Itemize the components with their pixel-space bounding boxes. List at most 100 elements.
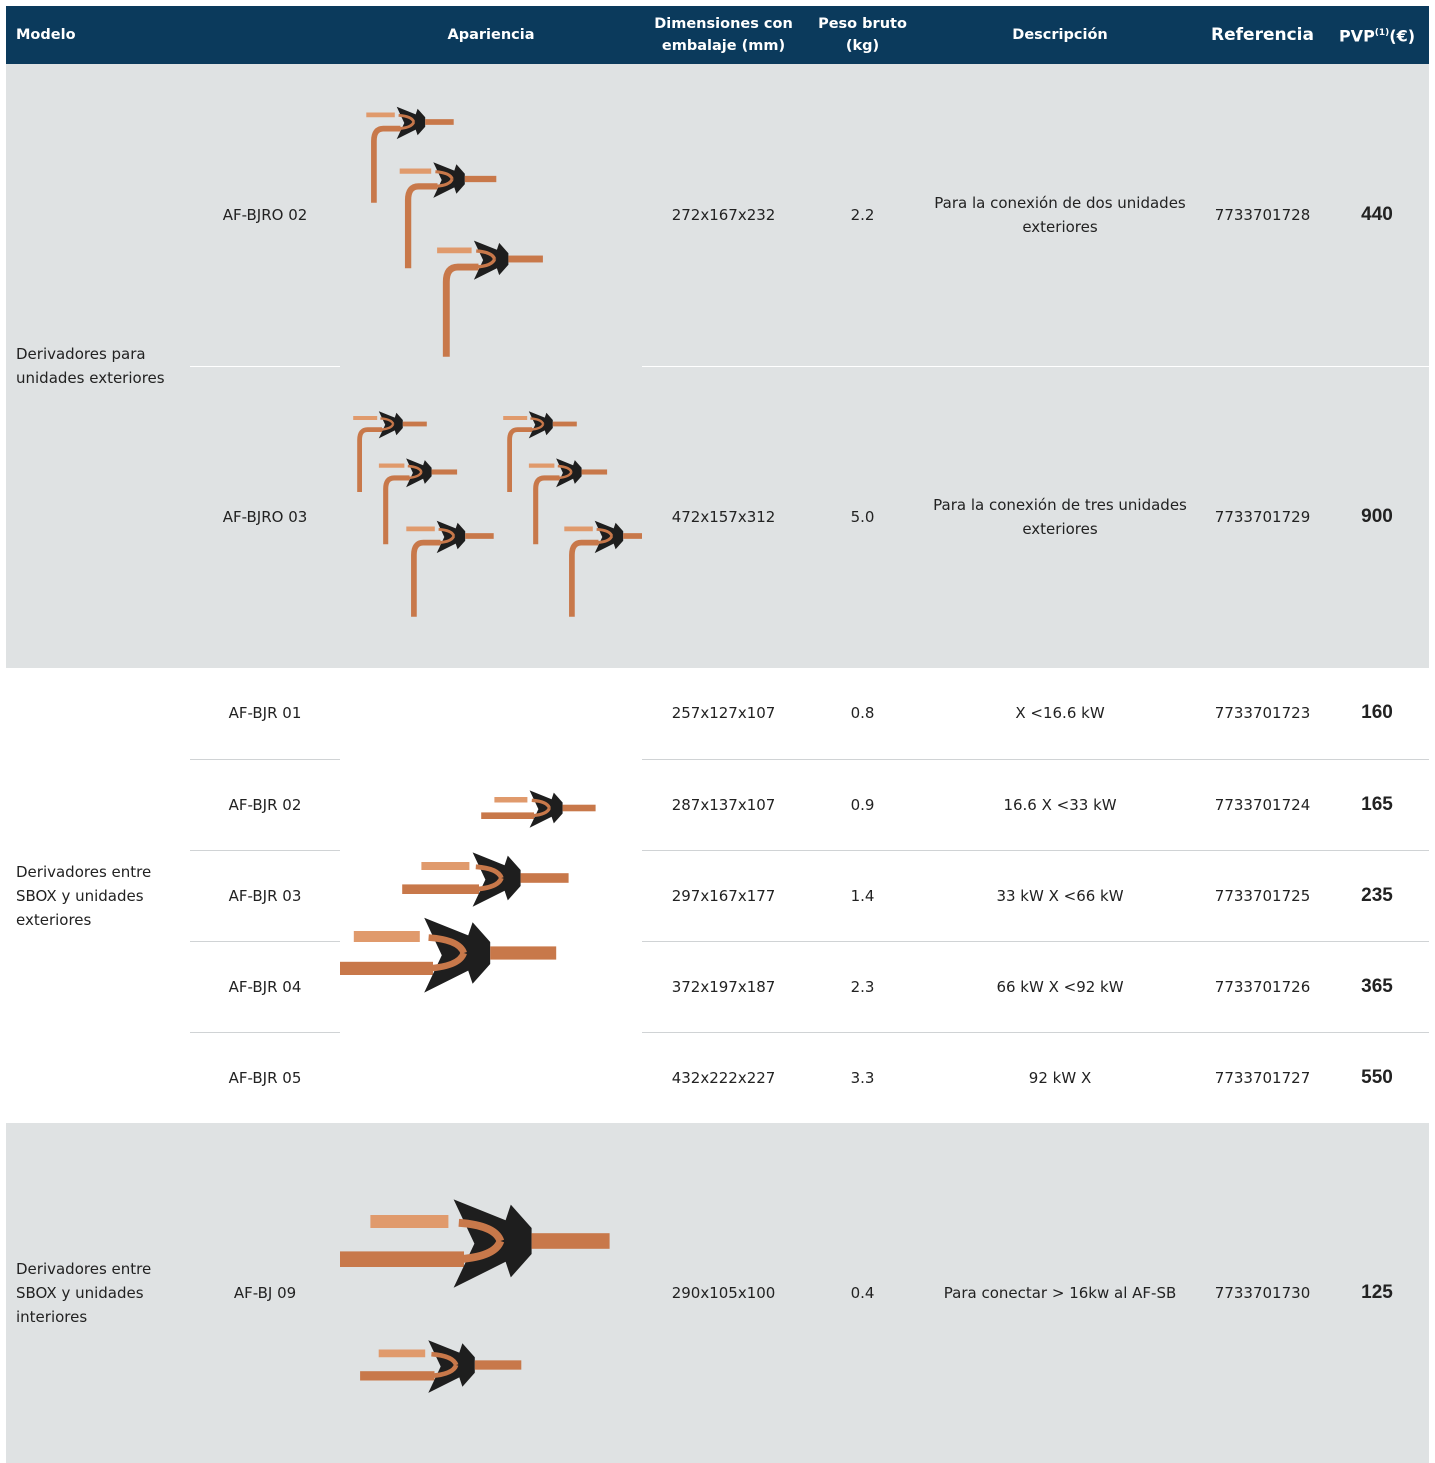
pipe (564, 526, 593, 532)
joint-body (378, 411, 403, 439)
reference: 7733701727 (1200, 1031, 1326, 1123)
dimensions: 372x197x187 (642, 940, 806, 1032)
header-text: (€) (1389, 26, 1416, 46)
pipe (407, 464, 423, 480)
pipe (623, 533, 643, 539)
pipe (508, 255, 543, 263)
header-cell: Dimensiones con embalaje (mm) (642, 6, 806, 64)
pipe (402, 421, 427, 427)
product-image (366, 106, 543, 357)
table-row: AF-BJR 03 297x167x177 1.4 33 kW X <66 kW 773… (6, 849, 1430, 941)
product-image (353, 411, 643, 617)
fitting (406, 520, 494, 617)
joint-body (556, 458, 582, 488)
pipe (476, 249, 497, 269)
dimensions: 290x105x100 (642, 1123, 806, 1463)
pipe (442, 263, 479, 357)
table-row: Derivadores para unidades exteriores AF-B… (6, 64, 1430, 668)
pipe (562, 804, 596, 812)
header-row: Modelo Apariencia Dimensiones con embala… (6, 6, 1430, 64)
pipe (378, 1349, 426, 1358)
pipe (366, 112, 395, 118)
fitting (340, 917, 557, 993)
pipe (398, 113, 416, 131)
product-image (340, 1199, 610, 1393)
price: 550 (1325, 1031, 1430, 1123)
fitting (378, 458, 458, 545)
pipe (380, 417, 395, 431)
table-row: AF-BJR 04 372x197x187 2.3 66 kW X <92 kW 773… (6, 940, 1430, 1032)
appearance (340, 64, 643, 366)
pipe (404, 183, 438, 269)
reference: 7733701730 (1200, 1123, 1326, 1463)
joint-body (406, 458, 432, 488)
dimensions: 432x222x227 (642, 1031, 806, 1123)
pipe (428, 934, 467, 972)
pipe (569, 539, 599, 617)
pipe (383, 475, 410, 545)
weight: 0.8 (850, 704, 875, 723)
joint-body (529, 790, 563, 828)
pipe (353, 416, 378, 420)
price: 125 (1325, 1123, 1430, 1463)
price: 440 (1325, 64, 1430, 366)
model: AF-BJR 01 (228, 704, 302, 723)
weight: 1.4 (805, 849, 921, 941)
pipe (464, 175, 497, 183)
fitting (360, 1340, 522, 1393)
pipe (431, 469, 458, 475)
fitting (437, 240, 543, 357)
pipe (357, 427, 383, 493)
header-cell: Modelo (6, 6, 341, 64)
footnote-mark: (1) (1374, 28, 1390, 39)
price: 365 (1325, 940, 1430, 1032)
weight: 2.2 (805, 64, 921, 366)
price-table: Modelo Apariencia Dimensiones con embala… (6, 6, 1430, 1463)
header-cell: Referencia (1200, 6, 1326, 64)
pipe (520, 873, 569, 883)
pipe (371, 125, 401, 203)
dimensions: 272x167x232 (642, 64, 806, 366)
header-cell: Apariencia (340, 6, 643, 64)
pipe (530, 417, 545, 431)
pipe (474, 1360, 522, 1370)
pipe (370, 1215, 449, 1228)
pipe (503, 416, 528, 420)
pipe (494, 797, 528, 803)
pipe (490, 946, 557, 960)
pipe (378, 463, 405, 468)
joint-body (433, 162, 465, 198)
pipe (438, 527, 456, 545)
appearance (340, 1123, 643, 1463)
model: AF-BJR 05 (190, 1031, 341, 1123)
joint-body (424, 917, 491, 993)
pipe (421, 862, 470, 870)
dimensions: 257x127x107 (671, 704, 776, 723)
fitting (528, 458, 608, 545)
weight: 3.3 (805, 1031, 921, 1123)
pipe (557, 464, 573, 480)
fitting (564, 520, 643, 617)
table-row: AF-BJR 05 432x222x227 3.3 92 kW X 7733701727… (6, 1031, 1430, 1123)
price: 165 (1325, 758, 1430, 850)
pipe (531, 798, 551, 818)
pipe (581, 469, 608, 475)
dimensions: 297x167x177 (642, 849, 806, 941)
description: 66 kW X <92 kW (920, 940, 1201, 1032)
description: 16.6 X <33 kW (920, 758, 1201, 850)
joint-body (594, 520, 624, 554)
weight: 0.4 (805, 1123, 921, 1463)
pipe (340, 961, 434, 975)
weight: 5.0 (805, 365, 921, 668)
description: 33 kW X <66 kW (920, 849, 1201, 941)
pipe (465, 533, 494, 539)
pipe (340, 1251, 465, 1267)
pipe (402, 884, 480, 894)
pipe (533, 475, 560, 545)
model: AF-BJR 02 (190, 758, 341, 850)
fitting (481, 790, 596, 828)
reference: 7733701726 (1200, 940, 1326, 1032)
weight: 2.3 (805, 940, 921, 1032)
header-cell: Peso bruto (kg) (805, 6, 921, 64)
reference: 7733701725 (1200, 849, 1326, 941)
